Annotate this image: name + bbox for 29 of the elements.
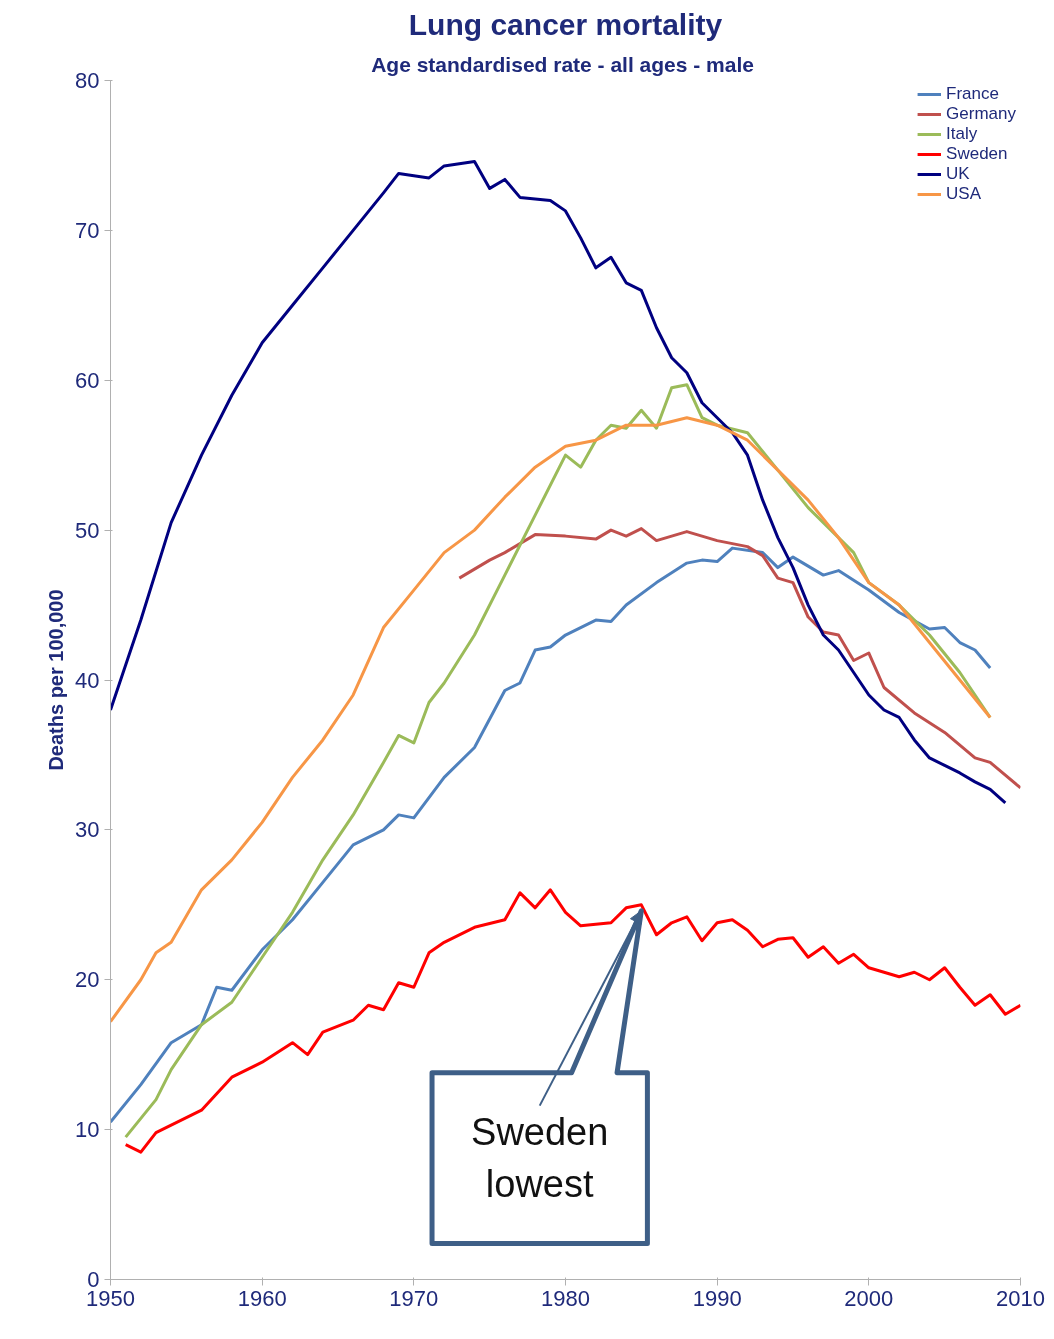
- line-series: [457, 527, 1021, 790]
- y-tick-label: 10: [75, 1117, 100, 1143]
- chart-subtitle: Age standardised rate - all ages - male: [371, 52, 754, 76]
- legend-label: Germany: [946, 104, 1016, 124]
- chart-title: Lung cancer mortality: [408, 7, 723, 41]
- line-series: [124, 888, 1021, 1154]
- legend-label: France: [946, 84, 999, 104]
- y-tick-label: 20: [75, 967, 100, 993]
- y-tick-label: 0: [87, 1267, 100, 1292]
- legend-label: USA: [946, 184, 982, 204]
- y-tick-label: 70: [75, 217, 100, 243]
- line-series: [110, 159, 1007, 805]
- x-tick-label: 1980: [541, 1285, 590, 1311]
- legend-label: UK: [946, 164, 970, 184]
- x-tick-label: 2010: [996, 1285, 1045, 1311]
- x-tick-label: 1990: [692, 1285, 742, 1311]
- annotation: Sweden lowest: [471, 1110, 609, 1206]
- x-tick-label: 2000: [844, 1285, 894, 1311]
- y-tick-label: 60: [75, 367, 100, 393]
- y-axis-title: Deaths per 100,000: [45, 589, 68, 771]
- x-tick-label: 1960: [237, 1285, 287, 1311]
- y-tick-label: 50: [75, 517, 100, 543]
- y-tick-label: 40: [75, 667, 100, 693]
- line-series: [110, 416, 992, 1024]
- legend-label: Sweden: [946, 144, 1008, 164]
- y-tick-label: 30: [75, 817, 100, 843]
- x-tick-label: 1970: [389, 1285, 439, 1311]
- legend-label: Italy: [946, 124, 978, 144]
- y-tick-label: 80: [75, 68, 100, 93]
